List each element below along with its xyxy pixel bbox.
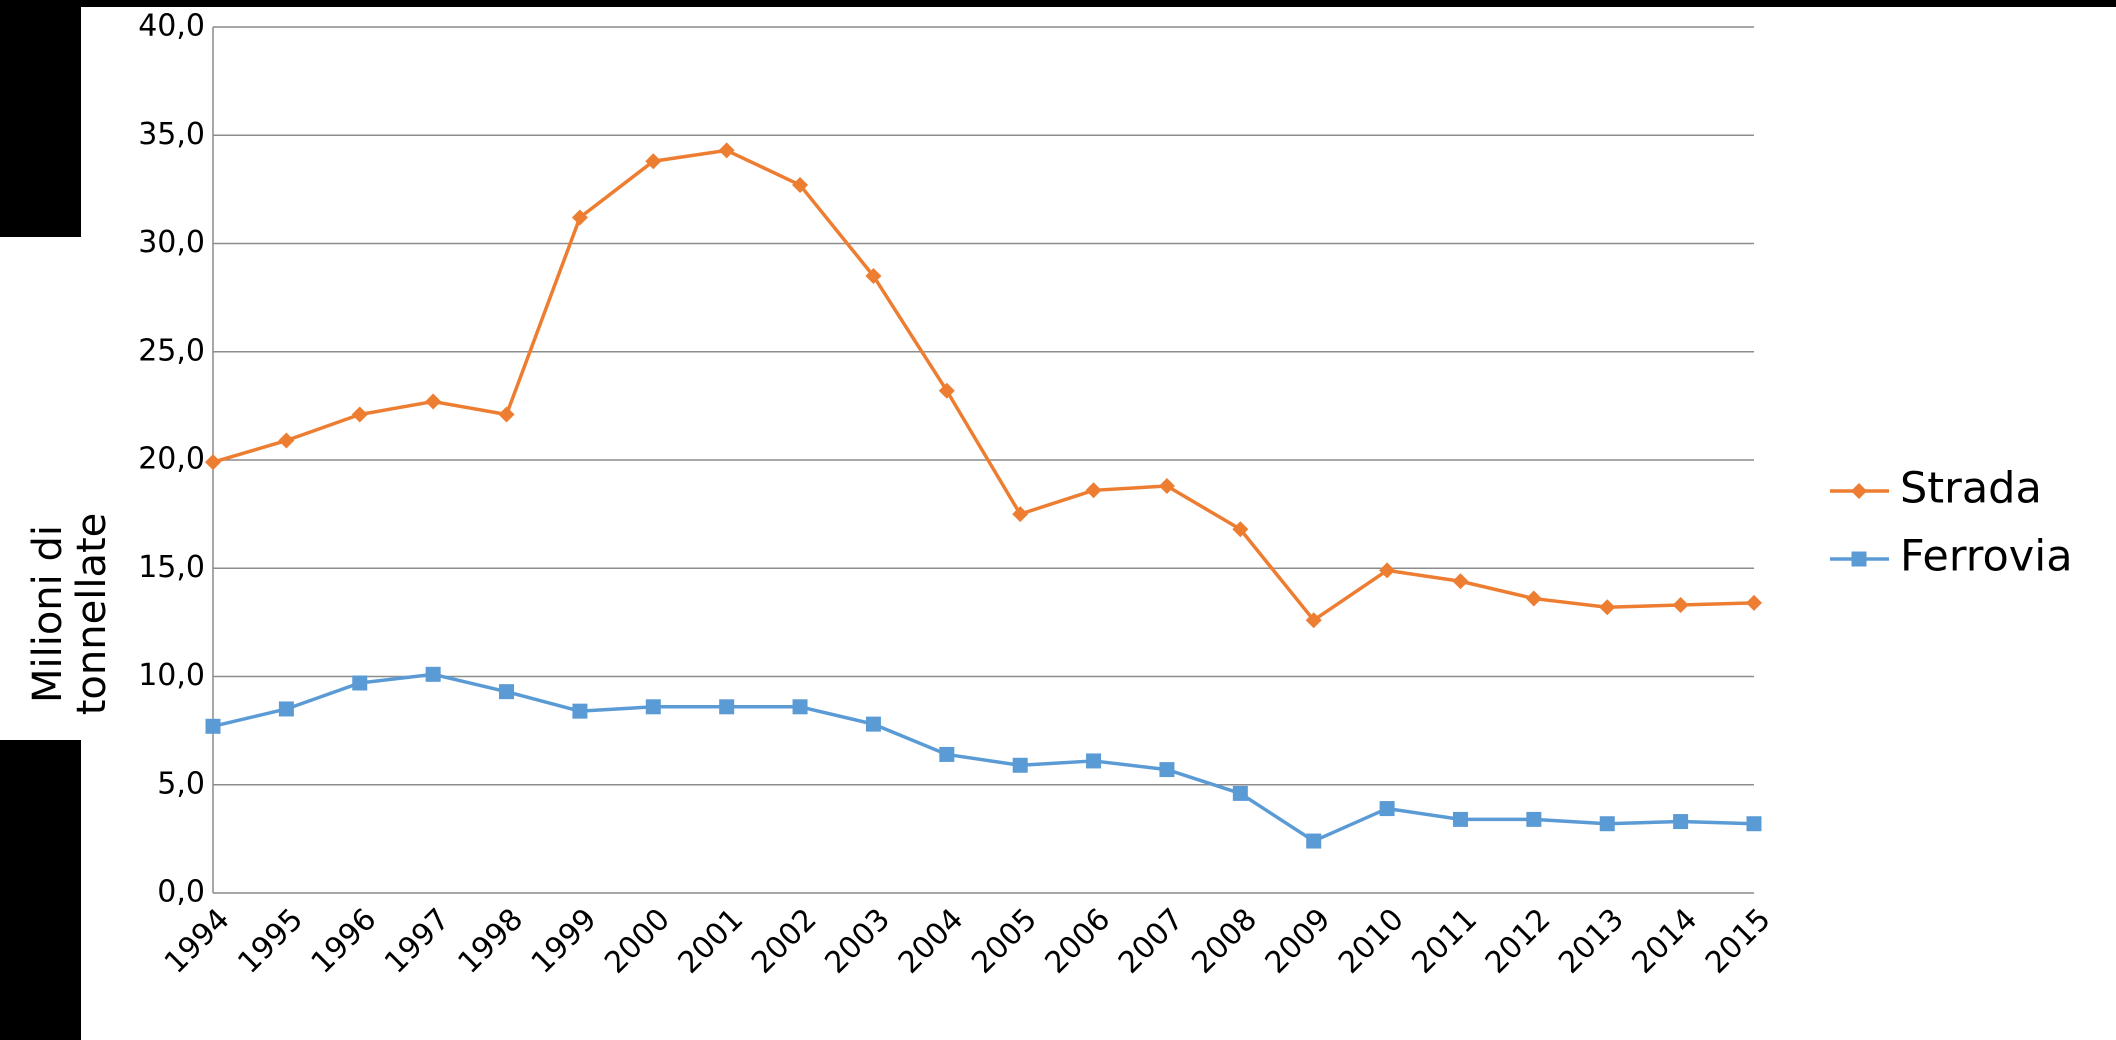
point (352, 675, 368, 691)
point (205, 718, 221, 734)
x-tick-label: 2006 (1038, 902, 1117, 981)
point (865, 716, 881, 732)
x-tick-label: 2000 (598, 902, 677, 981)
point (1158, 477, 1175, 494)
y-tick-label: 5,0 (157, 766, 205, 801)
point (1599, 816, 1615, 832)
y-tick-label: 40,0 (138, 9, 205, 44)
point (938, 382, 955, 399)
y-tick-label: 25,0 (138, 333, 205, 368)
point (1379, 562, 1396, 579)
point (792, 177, 809, 194)
point (1746, 816, 1762, 832)
x-tick-label: 1996 (305, 902, 384, 981)
point (1672, 597, 1689, 614)
x-tick-label: 2007 (1112, 902, 1191, 981)
point (1232, 521, 1249, 538)
point (1086, 753, 1102, 769)
y-tick-label: 30,0 (138, 225, 205, 260)
point (425, 666, 441, 682)
point (1305, 612, 1322, 629)
y-tick-label: 15,0 (138, 550, 205, 585)
point (792, 699, 808, 715)
point (1012, 506, 1029, 523)
x-tick-label: 1997 (378, 902, 457, 981)
legend-label: Strada (1900, 464, 2042, 514)
point (718, 142, 735, 159)
y-label-box (0, 237, 81, 740)
x-tick-label: 2010 (1332, 902, 1411, 981)
x-tick-label: 2009 (1259, 902, 1338, 981)
x-tick-label: 2005 (965, 902, 1044, 981)
point (571, 209, 588, 226)
x-tick-label: 2014 (1626, 902, 1705, 981)
point (645, 699, 661, 715)
point (498, 406, 515, 423)
series-line (212, 148, 1755, 622)
x-tick-label: 2013 (1552, 902, 1631, 981)
point (939, 746, 955, 762)
point (572, 703, 588, 719)
y-tick-label: 0,0 (157, 875, 205, 910)
point (1379, 801, 1395, 817)
x-tick-label: 2012 (1479, 902, 1558, 981)
x-tick-label: 1995 (231, 902, 310, 981)
series-line (212, 672, 1755, 843)
point (1525, 590, 1542, 607)
point (205, 454, 221, 471)
x-tick-label: 2002 (745, 902, 824, 981)
point (1599, 599, 1616, 616)
legend-marker (1851, 551, 1867, 567)
point (719, 699, 735, 715)
chart-background (81, 7, 2116, 1040)
y-tick-label: 10,0 (138, 658, 205, 693)
point (425, 393, 442, 410)
point (1012, 757, 1028, 773)
point (1452, 811, 1468, 827)
point (1232, 785, 1248, 801)
y-axis-label: Milioni di tonnellate (25, 512, 115, 716)
point (1526, 811, 1542, 827)
point (1306, 833, 1322, 849)
point (1673, 814, 1689, 830)
x-tick-label: 2008 (1185, 902, 1264, 981)
point (865, 267, 882, 284)
point (1159, 762, 1175, 778)
x-tick-label: 2011 (1405, 902, 1484, 981)
point (1452, 573, 1469, 590)
x-tick-label: 1999 (525, 902, 604, 981)
point (351, 406, 368, 423)
legend-label: Ferrovia (1900, 532, 2073, 582)
x-tick-label: 2015 (1699, 902, 1778, 981)
point (1746, 594, 1762, 611)
legend-marker (1851, 483, 1867, 499)
x-tick-label: 2003 (818, 902, 897, 981)
x-tick-label: 1998 (451, 902, 530, 981)
y-tick-label: 35,0 (138, 117, 205, 152)
point (499, 684, 515, 700)
point (1085, 482, 1102, 499)
x-tick-label: 1994 (158, 902, 237, 981)
y-tick-label: 20,0 (138, 442, 205, 477)
point (278, 432, 295, 449)
x-tick-label: 2001 (672, 902, 751, 981)
point (645, 153, 662, 170)
point (278, 701, 294, 717)
x-tick-label: 2004 (892, 902, 971, 981)
